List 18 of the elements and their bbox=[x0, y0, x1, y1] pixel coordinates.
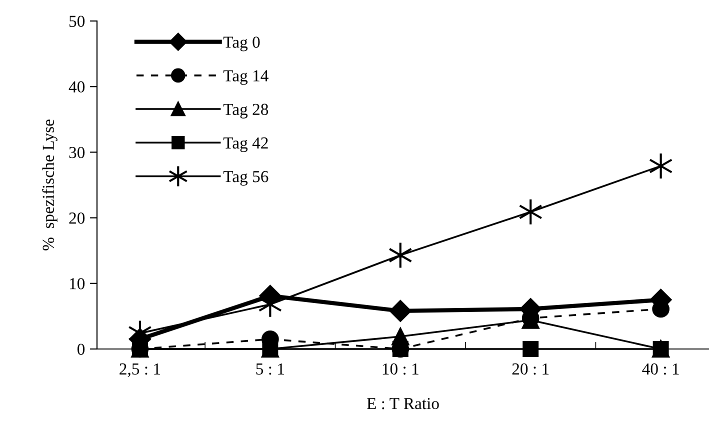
y-tick-label: 30 bbox=[69, 146, 85, 158]
legend-label: Tag 0 bbox=[223, 36, 260, 52]
legend-label: Tag 42 bbox=[223, 137, 268, 152]
y-tick-label: 20 bbox=[69, 212, 85, 224]
y-tick-label: 50 bbox=[69, 16, 85, 27]
x-tick-label: 40 : 1 bbox=[642, 363, 679, 375]
y-tick-label: 0 bbox=[77, 344, 85, 355]
x-tick-label: 5 : 1 bbox=[256, 363, 284, 375]
x-tick-label: 2,5 : 1 bbox=[120, 363, 160, 378]
legend-label: Tag 28 bbox=[223, 104, 268, 118]
x-tick-label: 10 : 1 bbox=[382, 363, 418, 375]
y-tick-label: 40 bbox=[68, 81, 85, 93]
legend-label: Tag 14 bbox=[223, 70, 268, 85]
y-axis-title: % spezifische Lyse bbox=[42, 120, 58, 250]
x-axis-title: E : T Ratio bbox=[366, 398, 439, 410]
legend-label: Tag 56 bbox=[223, 171, 268, 186]
y-tick-label: 10 bbox=[70, 278, 85, 290]
x-tick-label: 20 : 1 bbox=[512, 363, 549, 375]
